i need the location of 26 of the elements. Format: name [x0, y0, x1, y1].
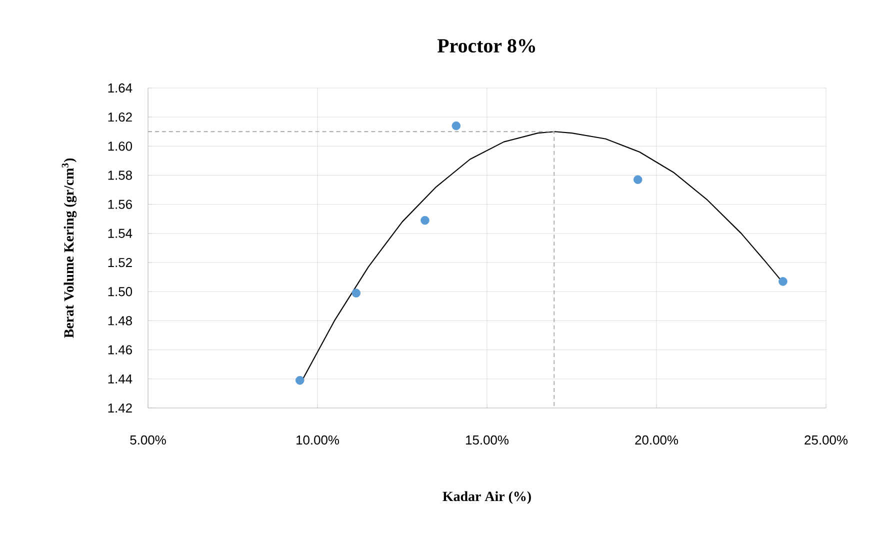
y-tick-label: 1.42 [108, 403, 132, 413]
y-tick-label: 1.44 [108, 374, 132, 384]
x-tick-label: 5.00% [130, 435, 166, 445]
y-tick-label: 1.46 [108, 345, 132, 354]
point [352, 288, 361, 298]
y-tick-label: 1.62 [108, 112, 132, 122]
point [778, 277, 788, 286]
x-axis-title: Kadar Air (%) [442, 491, 531, 504]
y-tick-label: 1.48 [108, 316, 132, 326]
point [296, 376, 304, 385]
x-tick-label: 15.00% [466, 435, 509, 445]
y-tick-label: 1.64 [108, 83, 132, 93]
point [452, 121, 461, 130]
x-tick-label: 25.00% [804, 435, 848, 445]
y-tick-label: 1.58 [108, 170, 132, 180]
x-tick-label: 20.00% [635, 435, 678, 445]
y-axis-title: Berat Volume Kering (gr/cm$^{3}$) [62, 158, 77, 338]
point [420, 216, 430, 225]
y-tick-label: 1.52 [108, 258, 132, 268]
chart-title: Proctor 8% [437, 39, 536, 53]
y-tick-label: 1.50 [108, 287, 132, 296]
x-tick-label: 10.00% [296, 435, 340, 445]
y-tick-label: 1.60 [108, 142, 132, 151]
y-tick-label: 1.56 [108, 200, 132, 209]
point [633, 175, 642, 184]
y-tick-label: 1.54 [108, 228, 132, 238]
